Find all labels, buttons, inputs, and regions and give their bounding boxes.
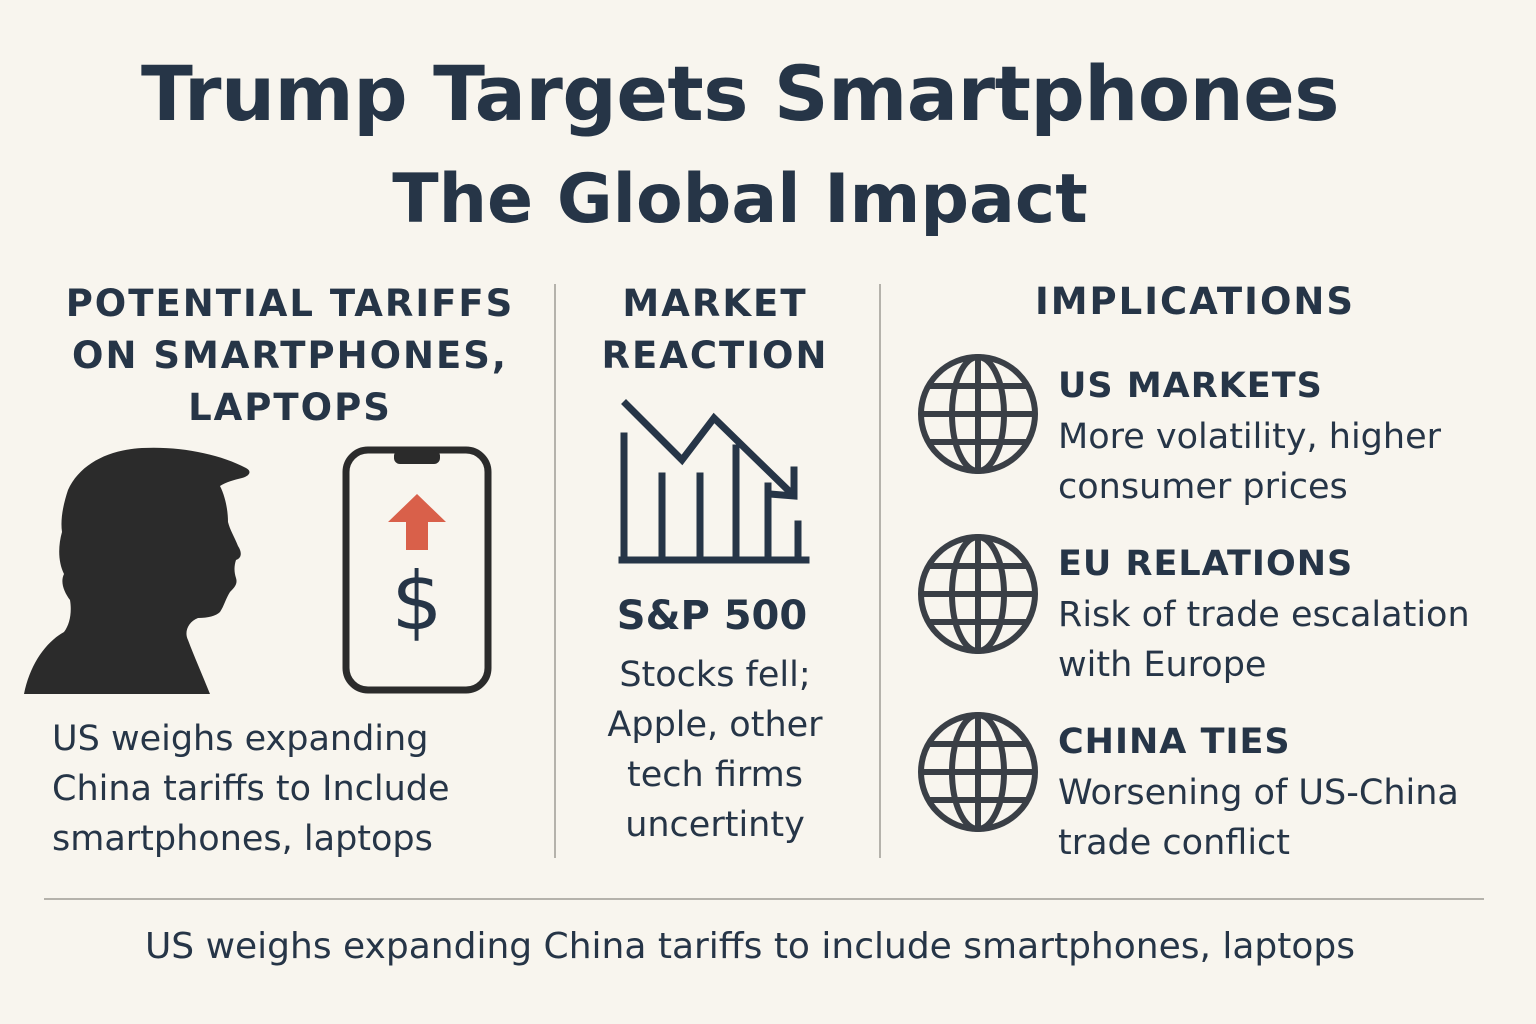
implication-text: Risk of trade escalation with Europe xyxy=(1058,595,1470,685)
person-silhouette-icon xyxy=(20,442,260,696)
arrow-up-icon xyxy=(388,494,446,550)
implication-text: More volatility, higher consumer prices xyxy=(1058,417,1442,507)
page-title: Trump Targets Smartphones xyxy=(140,49,1340,138)
implications-heading: IMPLICATIONS xyxy=(1034,280,1356,323)
implication-text: Worsening of US-China trade conflict xyxy=(1058,773,1459,863)
implication-title: EU RELATIONS xyxy=(1058,544,1354,584)
column-divider-left xyxy=(554,284,556,858)
globe-icon xyxy=(916,532,1040,656)
sp500-label: S&P 500 xyxy=(616,593,808,639)
market-description: Stocks fell; Apple, other tech firms unc… xyxy=(607,655,823,845)
page-subtitle: The Global Impact xyxy=(392,160,1088,239)
implication-title: CHINA TIES xyxy=(1058,722,1291,762)
tariffs-description: US weighs expanding China tariffs to Inc… xyxy=(52,719,450,859)
footer-caption: US weighs expanding China tariffs to inc… xyxy=(144,926,1356,967)
dollar-icon: $ xyxy=(391,555,443,648)
declining-chart-icon xyxy=(618,396,814,568)
implication-title: US MARKETS xyxy=(1058,366,1323,406)
tariffs-heading: POTENTIAL TARIFFS ON SMARTPHONES, LAPTOP… xyxy=(65,282,515,429)
footer-divider xyxy=(44,898,1484,900)
globe-icon xyxy=(916,710,1040,834)
smartphone-icon: $ xyxy=(342,446,492,694)
globe-icon xyxy=(916,352,1040,476)
column-divider-right xyxy=(879,284,881,858)
market-heading: MARKET REACTION xyxy=(601,282,829,377)
